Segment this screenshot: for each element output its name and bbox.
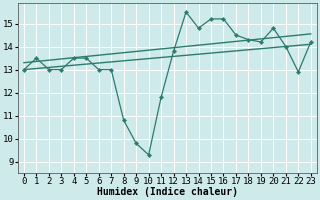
X-axis label: Humidex (Indice chaleur): Humidex (Indice chaleur) (97, 187, 238, 197)
